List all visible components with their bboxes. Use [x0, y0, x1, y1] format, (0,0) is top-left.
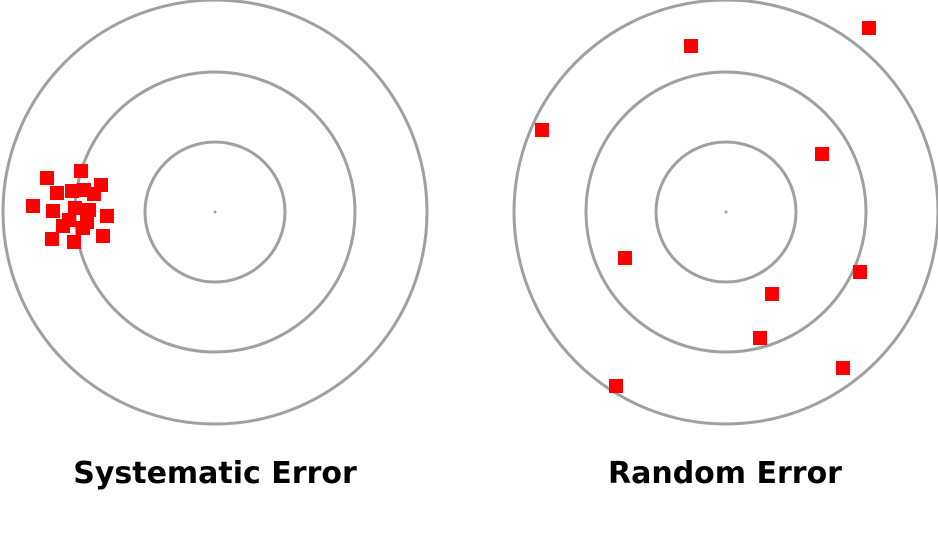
target-random [512, 0, 938, 426]
shot-marker [609, 379, 623, 393]
shot-marker [40, 171, 54, 185]
target-ring-inner [654, 140, 798, 284]
shot-marker [853, 265, 867, 279]
shot-marker [62, 213, 76, 227]
shot-marker [618, 251, 632, 265]
shot-marker [45, 232, 59, 246]
shot-marker [100, 209, 114, 223]
shot-marker [67, 235, 81, 249]
target-ring-inner [143, 140, 287, 284]
shot-marker [82, 203, 96, 217]
shot-marker [65, 184, 79, 198]
shot-marker [26, 199, 40, 213]
target-center-dot [724, 210, 728, 214]
caption-systematic-error: Systematic Error [73, 456, 357, 491]
shot-marker [535, 123, 549, 137]
shot-marker [74, 164, 88, 178]
shot-marker [753, 331, 767, 345]
shot-marker [836, 361, 850, 375]
shot-marker [50, 186, 64, 200]
target-center-dot [213, 210, 217, 214]
shot-marker [684, 39, 698, 53]
shot-marker [46, 204, 60, 218]
shot-marker [68, 201, 82, 215]
target-ring-middle [584, 70, 868, 354]
caption-random-error: Random Error [608, 456, 842, 491]
shot-marker [765, 287, 779, 301]
shot-marker [87, 187, 101, 201]
shot-marker [96, 229, 110, 243]
shot-marker [80, 215, 94, 229]
shot-marker [862, 21, 876, 35]
shot-group-systematic [26, 164, 114, 249]
shot-marker [815, 147, 829, 161]
target-ring-outer [512, 0, 938, 426]
target-systematic [1, 0, 429, 426]
target-ring-outer [1, 0, 429, 426]
shot-group-random [535, 21, 876, 393]
